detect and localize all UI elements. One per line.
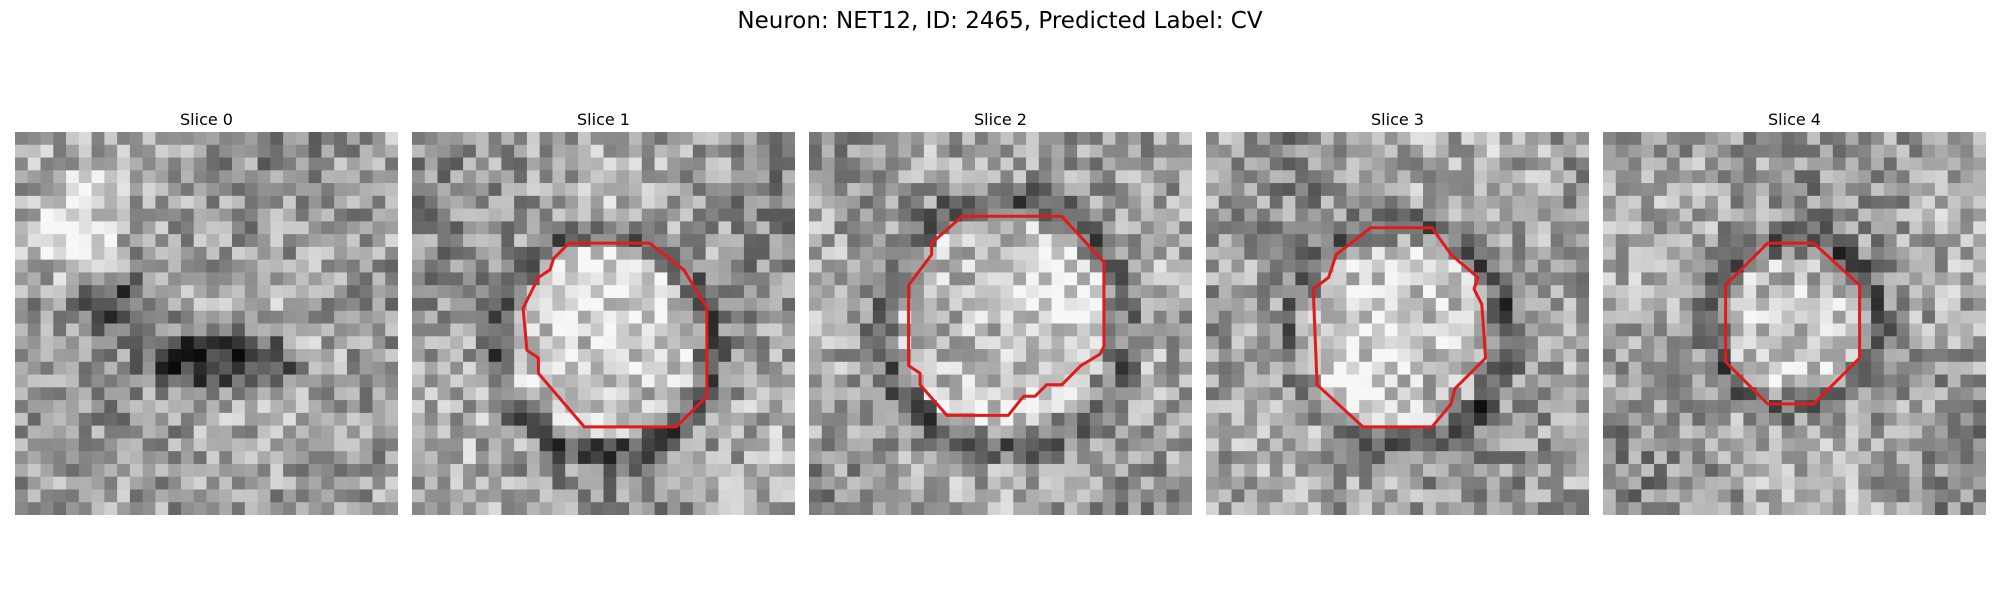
- panel-slice-2: Slice 2: [809, 108, 1192, 515]
- slice-image: [809, 132, 1192, 515]
- segmentation-contour: [1724, 241, 1862, 406]
- slice-image: [15, 132, 398, 515]
- segmentation-contour: [907, 214, 1106, 417]
- slice-title: Slice 0: [180, 110, 233, 129]
- pixel-grid: [412, 132, 795, 515]
- segmentation-contour: [1311, 226, 1488, 429]
- figure-title: Neuron: NET12, ID: 2465, Predicted Label…: [737, 8, 1263, 34]
- slice-title: Slice 1: [577, 110, 630, 129]
- panel-slice-4: Slice 4: [1603, 108, 1986, 515]
- panel-slice-0: Slice 0: [15, 108, 398, 515]
- panel-slice-3: Slice 3: [1206, 108, 1589, 515]
- pixel-grid: [1206, 132, 1589, 515]
- segmentation-contour: [521, 241, 709, 429]
- slice-title: Slice 2: [974, 110, 1027, 129]
- slice-image: [412, 132, 795, 515]
- slice-image: [1603, 132, 1986, 515]
- pixel-grid: [1603, 132, 1986, 515]
- pixel-grid: [15, 132, 398, 515]
- pixel-grid: [809, 132, 1192, 515]
- slice-image: [1206, 132, 1589, 515]
- slice-title: Slice 3: [1371, 110, 1424, 129]
- slice-title: Slice 4: [1768, 110, 1821, 129]
- panel-slice-1: Slice 1: [412, 108, 795, 515]
